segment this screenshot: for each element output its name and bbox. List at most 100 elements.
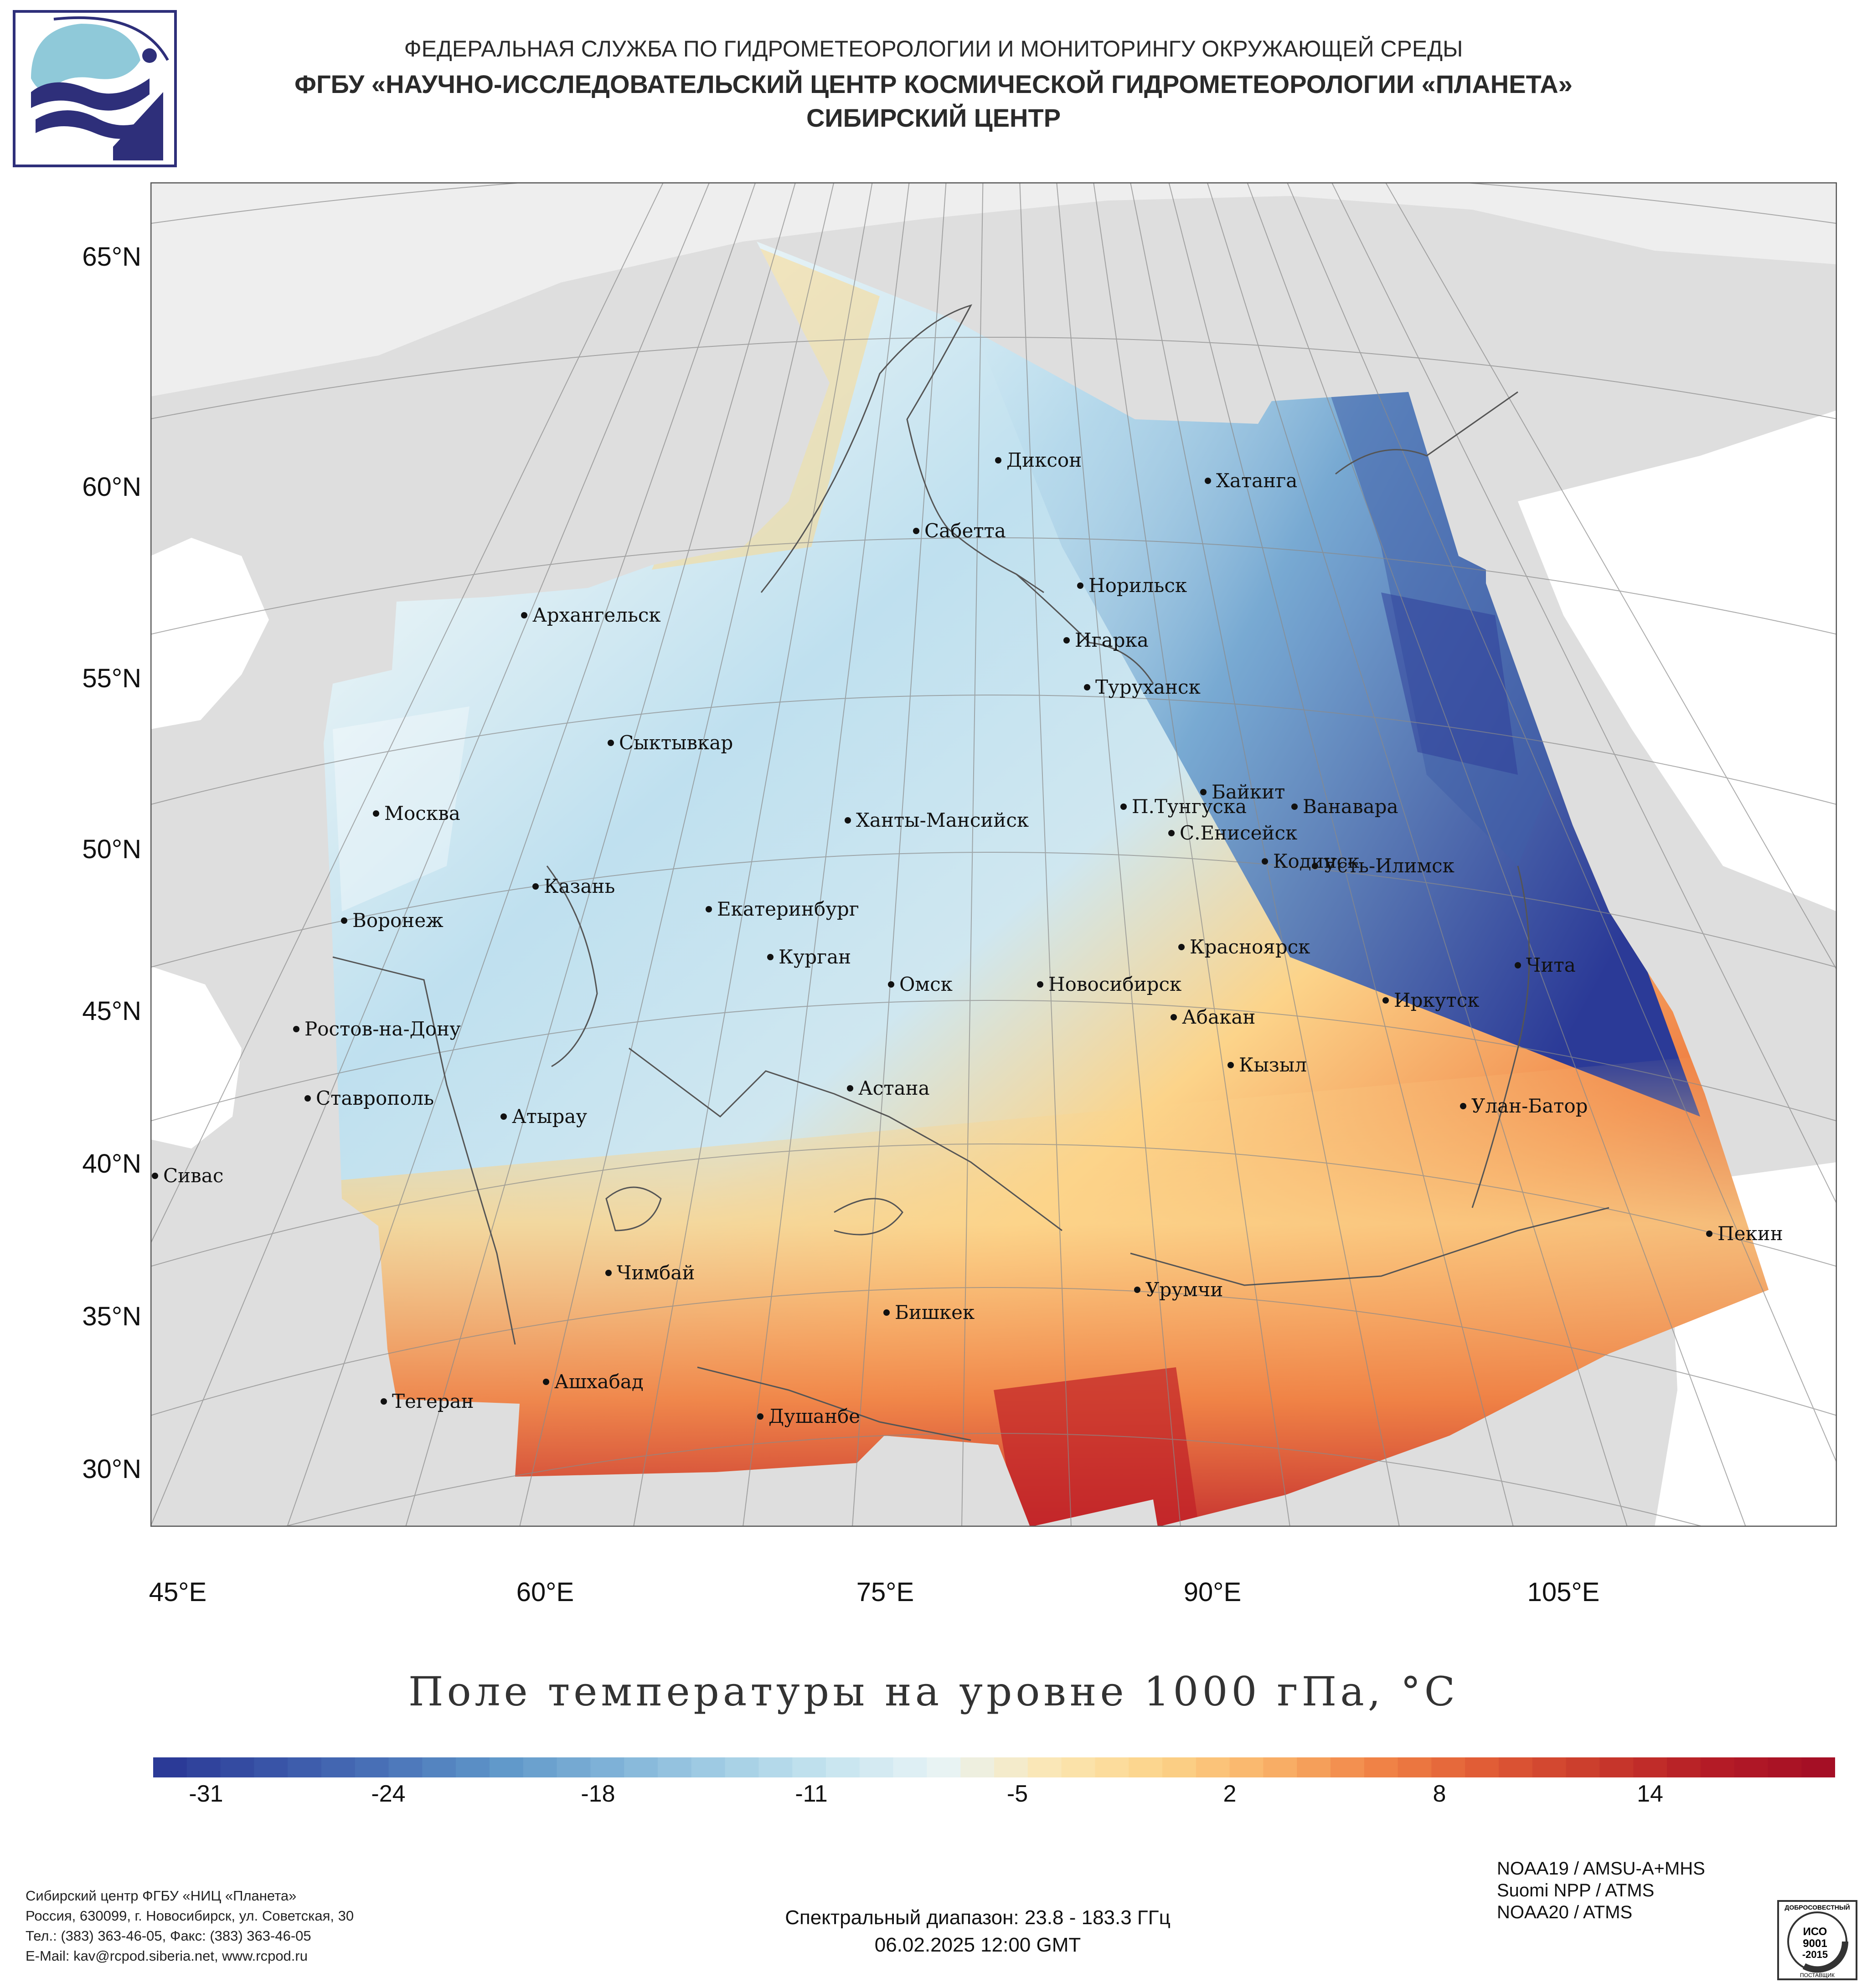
colorbar-segment bbox=[1364, 1757, 1398, 1777]
colorbar-segment bbox=[1566, 1757, 1600, 1777]
colorbar-tick: -31 bbox=[189, 1781, 223, 1807]
city-marker bbox=[1178, 944, 1185, 950]
city-labels: Диксон Хатанга Сабетта Норильск Архангельск И… bbox=[152, 449, 1783, 1427]
city-label: Сабетта bbox=[924, 520, 1006, 542]
colorbar-segment bbox=[1431, 1757, 1465, 1777]
colorbar-segment bbox=[1734, 1757, 1768, 1777]
city-marker bbox=[757, 1413, 763, 1420]
colorbar-tick: 14 bbox=[1637, 1781, 1663, 1807]
colorbar-segment bbox=[355, 1757, 389, 1777]
colorbar-tick: -11 bbox=[795, 1781, 828, 1807]
header-agency: ФЕДЕРАЛЬНАЯ СЛУЖБА ПО ГИДРОМЕТЕОРОЛОГИИ … bbox=[404, 36, 1463, 62]
colorbar-segment bbox=[490, 1757, 524, 1777]
city-label: Казань bbox=[544, 875, 615, 897]
iso-name: ИСО bbox=[1803, 1926, 1827, 1938]
lat-label-50: 50°N bbox=[82, 834, 141, 864]
colorbar-segment bbox=[1229, 1757, 1264, 1777]
colorbar-segment bbox=[1465, 1757, 1499, 1777]
city-label: Москва bbox=[384, 802, 460, 824]
city-label: Ростов-на-Дону bbox=[304, 1018, 461, 1040]
lat-label-35: 35°N bbox=[82, 1302, 141, 1331]
colorbar-segment bbox=[321, 1757, 356, 1777]
city-label: Курган bbox=[779, 946, 851, 968]
city-marker bbox=[605, 1270, 612, 1276]
header-institute: ФГБУ «НАУЧНО-ИССЛЕДОВАТЕЛЬСКИЙ ЦЕНТР КОС… bbox=[294, 70, 1573, 98]
city-label: Воронеж bbox=[352, 909, 444, 932]
colorbar-segment bbox=[859, 1757, 894, 1777]
colorbar-segment bbox=[1263, 1757, 1297, 1777]
colorbar-tick: 2 bbox=[1223, 1781, 1237, 1807]
colorbar-segment bbox=[826, 1757, 860, 1777]
satellite-3: NOAA20 / ATMS bbox=[1497, 1902, 1633, 1922]
colorbar-segment bbox=[1633, 1757, 1667, 1777]
colorbar-segment bbox=[1499, 1757, 1533, 1777]
city-marker bbox=[373, 810, 379, 817]
lat-label-55: 55°N bbox=[82, 664, 141, 693]
colorbar-segment bbox=[422, 1757, 456, 1777]
city-label: Байкит bbox=[1212, 781, 1285, 803]
city-label: Екатеринбург bbox=[717, 898, 859, 920]
observation-datetime: 06.02.2025 12:00 GMT bbox=[874, 1934, 1081, 1956]
colorbar-segment bbox=[1801, 1757, 1835, 1777]
city-marker bbox=[500, 1113, 507, 1120]
city-label: Чита bbox=[1526, 954, 1576, 976]
footer-email: E-Mail: kav@rcpod.siberia.net, www.rcpod… bbox=[26, 1948, 308, 1964]
colorbar-segment bbox=[523, 1757, 557, 1777]
city-marker bbox=[845, 817, 851, 824]
city-marker bbox=[913, 528, 919, 534]
map-frame bbox=[150, 182, 1837, 1527]
city-marker bbox=[1262, 858, 1268, 865]
colorbar-tick: -5 bbox=[1006, 1781, 1028, 1807]
chart-title: Поле температуры на уровне 1000 гПа, °C bbox=[408, 1668, 1459, 1715]
colorbar-segment bbox=[927, 1757, 961, 1777]
lon-label-105: 105°E bbox=[1527, 1577, 1600, 1607]
colorbar-segment bbox=[624, 1757, 658, 1777]
lon-label-75: 75°E bbox=[856, 1577, 914, 1607]
city-marker bbox=[1134, 1287, 1140, 1293]
footer-phone: Тел.: (383) 363-46-05, Факс: (383) 363-4… bbox=[26, 1928, 311, 1944]
satellite-2: Suomi NPP / ATMS bbox=[1497, 1880, 1655, 1900]
city-marker bbox=[152, 1173, 158, 1179]
colorbar-tick: -18 bbox=[581, 1781, 615, 1807]
city-label: Сивас bbox=[163, 1164, 223, 1187]
colorbar-segment bbox=[1532, 1757, 1567, 1777]
colorbar-segment bbox=[153, 1757, 187, 1777]
colorbar-segment bbox=[1027, 1757, 1062, 1777]
city-label: Улан-Батор bbox=[1471, 1095, 1588, 1117]
city-marker bbox=[1084, 684, 1090, 690]
colorbar-tick: 8 bbox=[1433, 1781, 1446, 1807]
city-label: Туруханск bbox=[1095, 676, 1201, 698]
colorbar-segment bbox=[388, 1757, 423, 1777]
city-label: П.Тунгуска bbox=[1132, 795, 1247, 818]
lon-label-90: 90°E bbox=[1183, 1577, 1242, 1607]
city-label: С.Енисейск bbox=[1180, 822, 1297, 844]
lat-label-60: 60°N bbox=[82, 472, 141, 502]
colorbar-segment bbox=[1398, 1757, 1432, 1777]
footer-org: Сибирский центр ФГБУ «НИЦ «Планета» bbox=[26, 1888, 297, 1904]
city-marker bbox=[1120, 803, 1127, 810]
temperature-map: Диксон Хатанга Сабетта Норильск Архангельск И… bbox=[150, 182, 1837, 1527]
city-label: Кызыл bbox=[1239, 1054, 1307, 1076]
city-label: Ставрополь bbox=[316, 1087, 434, 1109]
city-label: Диксон bbox=[1006, 449, 1082, 471]
footer-address: Россия, 630099, г. Новосибирск, ул. Сове… bbox=[26, 1908, 354, 1924]
city-marker bbox=[1205, 478, 1211, 484]
footer-info: Спектральный диапазон: 23.8 - 183.3 ГГц … bbox=[0, 1904, 1867, 1959]
city-marker bbox=[304, 1095, 311, 1102]
city-marker bbox=[1168, 830, 1175, 836]
city-marker bbox=[1706, 1231, 1712, 1237]
colorbar-segment bbox=[254, 1757, 288, 1777]
colorbar-segment bbox=[590, 1757, 624, 1777]
city-label: Пекин bbox=[1717, 1222, 1783, 1245]
colorbar-segment bbox=[1095, 1757, 1129, 1777]
city-marker bbox=[608, 740, 614, 746]
colorbar-segment bbox=[960, 1757, 995, 1777]
city-label: Ханты-Мансийск bbox=[856, 809, 1029, 831]
colorbar-segment bbox=[557, 1757, 591, 1777]
colorbar-segment bbox=[186, 1757, 221, 1777]
spectral-range: Спектральный диапазон: 23.8 - 183.3 ГГц bbox=[785, 1906, 1171, 1929]
city-marker bbox=[341, 917, 347, 924]
city-label: Красноярск bbox=[1190, 936, 1310, 958]
colorbar-segment bbox=[1331, 1757, 1365, 1777]
city-marker bbox=[706, 906, 712, 912]
